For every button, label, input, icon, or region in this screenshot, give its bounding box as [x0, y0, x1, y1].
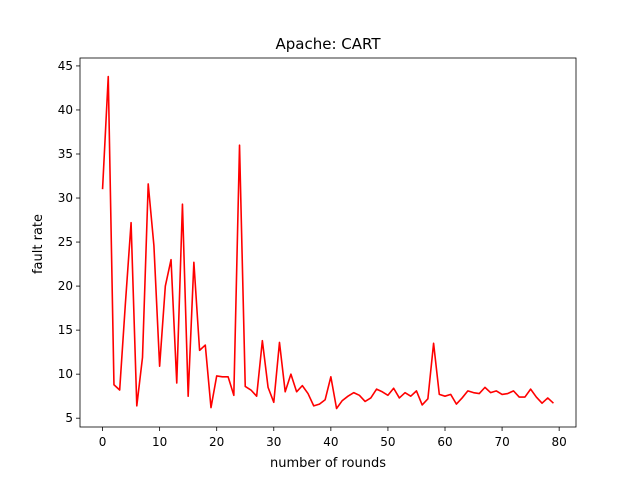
- x-tick-label-80: 80: [552, 435, 567, 449]
- y-tick-label-40: 40: [58, 103, 73, 117]
- y-tick-label-35: 35: [58, 147, 73, 161]
- y-tick-label-15: 15: [58, 323, 73, 337]
- y-tick-label-45: 45: [58, 59, 73, 73]
- x-tick-label-40: 40: [323, 435, 338, 449]
- x-tick-label-50: 50: [380, 435, 395, 449]
- x-tick-label-60: 60: [437, 435, 452, 449]
- x-tick-label-30: 30: [266, 435, 281, 449]
- plot-area: 0 10 20 30 40 50 60 70 80 5 10 15 20 25 30 35 40 45: [58, 57, 577, 449]
- y-tick-label-25: 25: [58, 235, 73, 249]
- y-tick-label-30: 30: [58, 191, 73, 205]
- x-tick-label-10: 10: [152, 435, 167, 449]
- x-tick-label-0: 0: [99, 435, 107, 449]
- x-tick-label-70: 70: [494, 435, 509, 449]
- plot-frame: [79, 57, 577, 428]
- y-tick-label-20: 20: [58, 279, 73, 293]
- chart-title: Apache: CART: [275, 35, 381, 53]
- x-axis-label: number of rounds: [270, 456, 386, 471]
- x-tick-label-20: 20: [209, 435, 224, 449]
- series-line-0: [101, 75, 554, 410]
- y-axis-label: fault rate: [31, 214, 46, 274]
- y-tick-label-5: 5: [65, 411, 73, 425]
- y-tick-label-10: 10: [58, 367, 73, 381]
